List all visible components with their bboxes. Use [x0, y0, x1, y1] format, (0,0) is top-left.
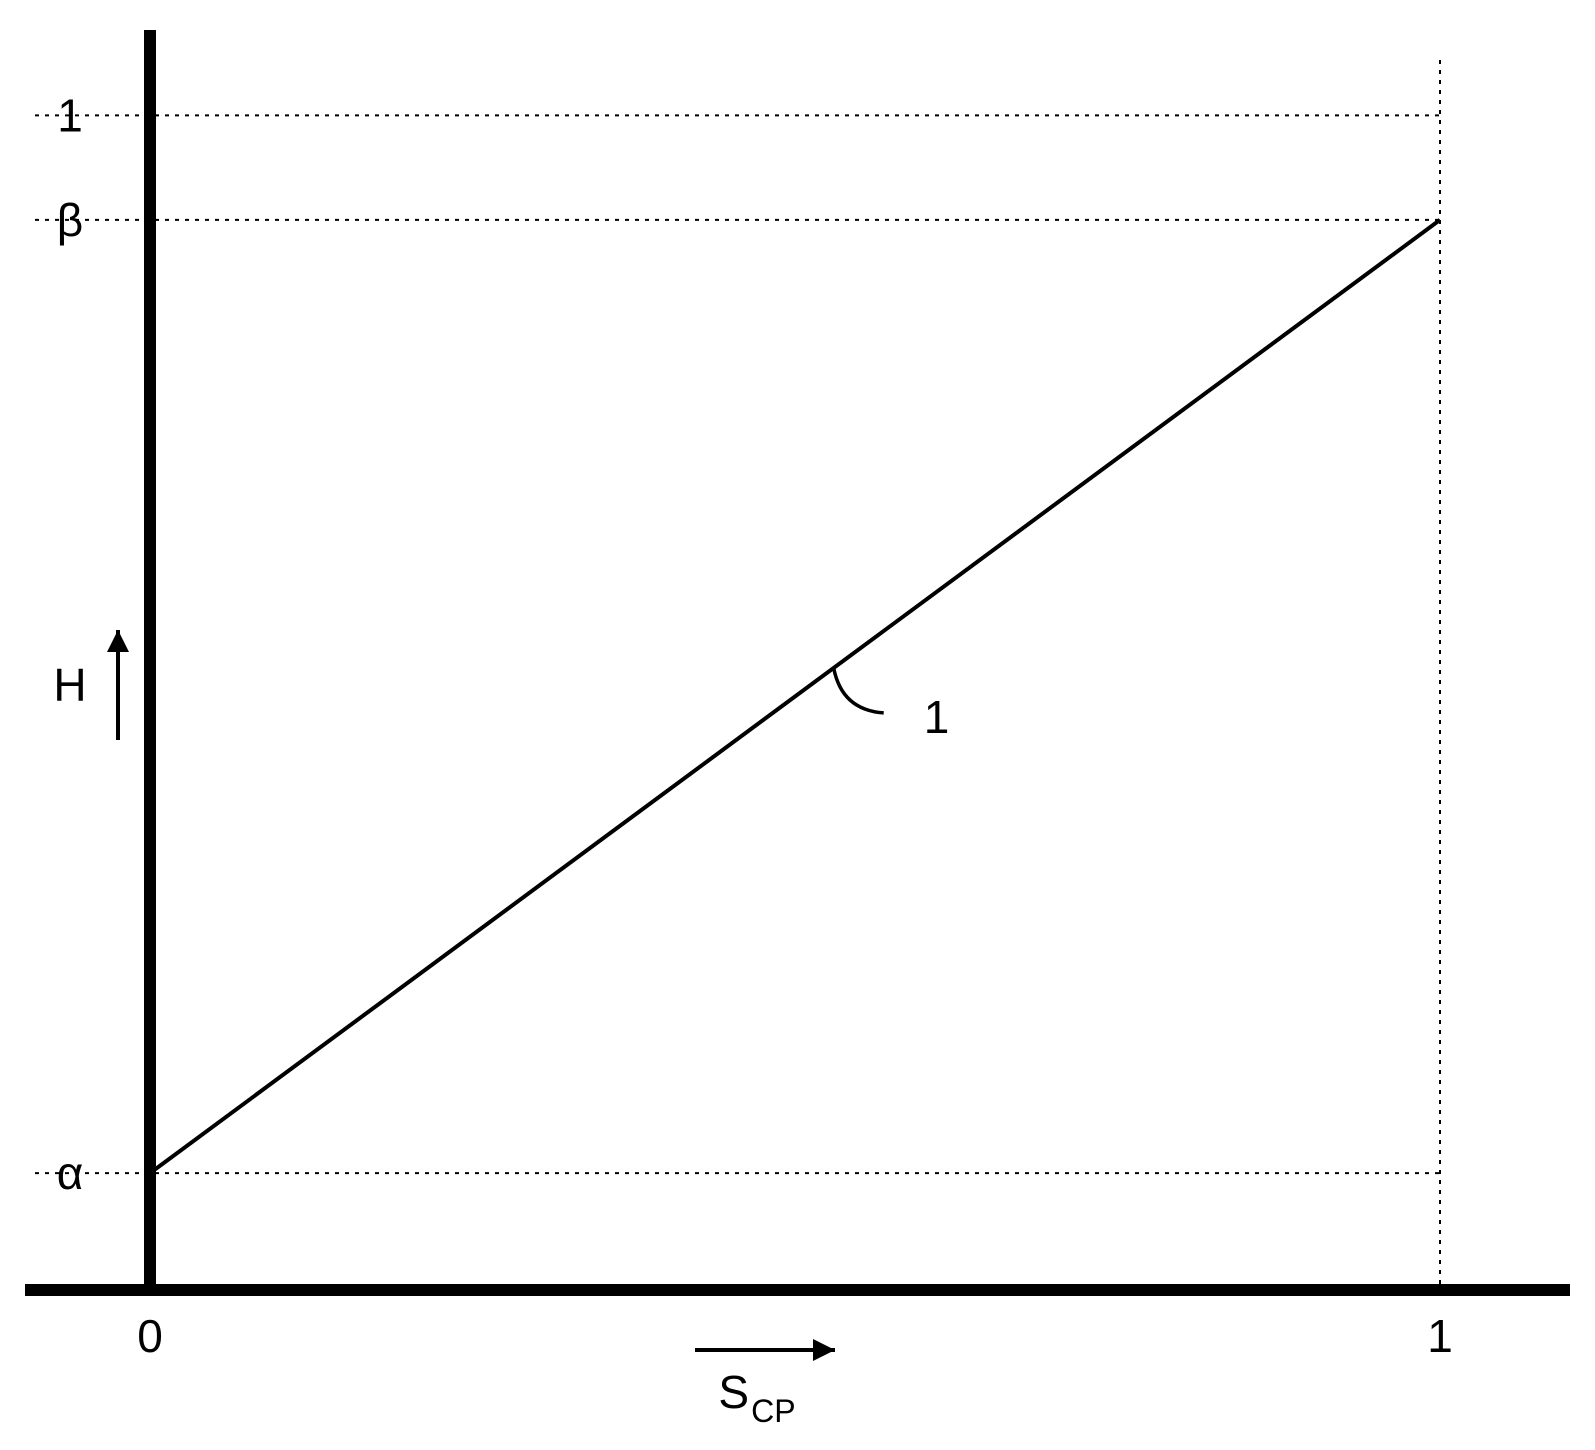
- y-axis-label: H: [53, 659, 86, 711]
- x-tick-0: 0: [137, 1310, 163, 1362]
- x-tick-1: 1: [1427, 1310, 1453, 1362]
- chart: 1011βαSCPH: [0, 0, 1595, 1450]
- y-tick-alpha: α: [57, 1147, 84, 1199]
- series-callout-label: 1: [924, 691, 950, 743]
- y-tick-one: 1: [57, 89, 83, 141]
- y-tick-beta: β: [57, 194, 83, 246]
